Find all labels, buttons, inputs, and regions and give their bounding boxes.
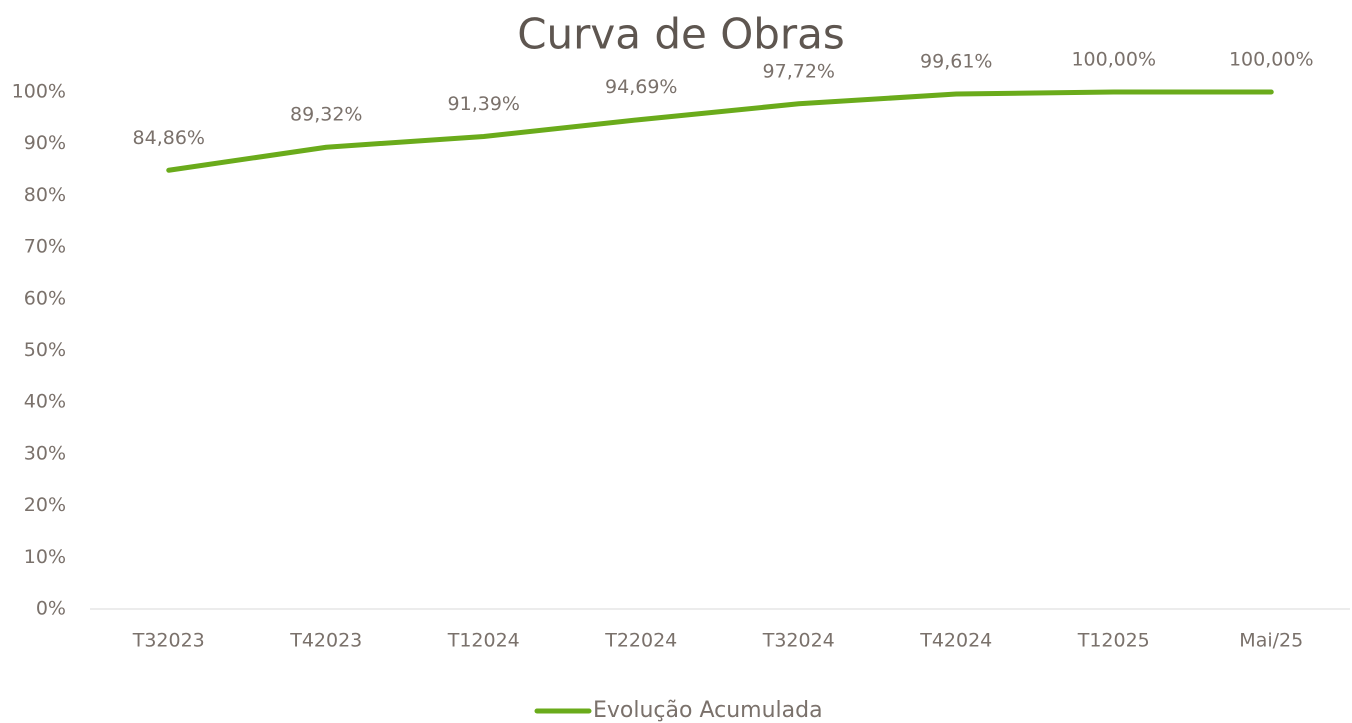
x-tick-label: T32023 — [132, 630, 205, 652]
y-tick-label: 90% — [24, 132, 66, 154]
x-tick-label: T42023 — [289, 630, 362, 652]
data-label: 84,86% — [133, 127, 205, 149]
y-tick-label: 30% — [24, 442, 66, 464]
chart-title: Curva de Obras — [517, 10, 845, 59]
x-tick-label: T42024 — [919, 630, 992, 652]
x-tick-label: Mai/25 — [1239, 630, 1303, 652]
data-label: 91,39% — [448, 93, 520, 115]
y-tick-label: 70% — [24, 236, 66, 258]
y-tick-label: 50% — [24, 339, 66, 361]
data-label: 99,61% — [920, 51, 992, 73]
data-label: 94,69% — [605, 76, 677, 98]
y-tick-label: 80% — [24, 184, 66, 206]
y-tick-label: 10% — [24, 546, 66, 568]
data-label: 97,72% — [763, 60, 835, 82]
x-tick-label: T22024 — [604, 630, 677, 652]
data-label: 89,32% — [290, 104, 362, 126]
series-line — [166, 89, 1274, 173]
y-tick-label: 100% — [12, 81, 66, 103]
x-tick-label: T32024 — [762, 630, 835, 652]
y-tick-label: 60% — [24, 287, 66, 309]
y-tick-label: 20% — [24, 494, 66, 516]
x-tick-label: T12024 — [447, 630, 520, 652]
legend-label: Evolução Acumulada — [593, 698, 823, 723]
x-tick-label: T12025 — [1077, 630, 1150, 652]
data-label: 100,00% — [1229, 49, 1314, 71]
y-tick-label: 40% — [24, 391, 66, 413]
y-tick-label: 0% — [36, 598, 66, 620]
data-label: 100,00% — [1071, 49, 1156, 71]
